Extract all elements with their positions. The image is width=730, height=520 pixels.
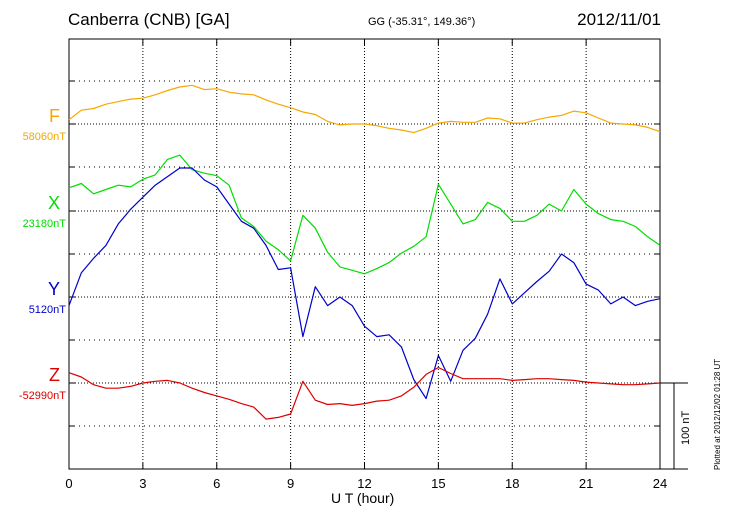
- x-tick-label: 15: [431, 476, 445, 491]
- component-label-z: Z: [49, 365, 60, 385]
- baseline-label-f: 58060nT: [22, 131, 66, 143]
- scale-bar-label: 100 nT: [680, 410, 692, 445]
- chart-date: 2012/11/01: [577, 10, 661, 29]
- series-line-z: [68, 366, 661, 420]
- series-line-x: [68, 154, 661, 275]
- x-tick-label: 21: [579, 476, 593, 491]
- x-tick-label: 9: [287, 476, 294, 491]
- series-line-f: [68, 84, 661, 134]
- grid: [69, 38, 660, 470]
- series-layer: [68, 84, 661, 420]
- component-label-f: F: [49, 106, 60, 126]
- station-coordinates: GG (-35.31°, 149.36°): [368, 16, 476, 28]
- x-tick-label: 0: [65, 476, 72, 491]
- x-axis-label: U T (hour): [331, 490, 395, 506]
- component-label-x: X: [47, 193, 60, 213]
- baseline-label-x: 23180nT: [22, 218, 66, 230]
- chart-title: Canberra (CNB) [GA]: [68, 10, 230, 29]
- x-tick-label: 6: [213, 476, 220, 491]
- x-tick-label: 18: [505, 476, 519, 491]
- x-tick-label: 3: [139, 476, 146, 491]
- x-axis: 0 3 6 9 12 15 18 21 24: [65, 39, 667, 491]
- plotted-timestamp: Plotted at 2012/12/02 01:28 UT: [713, 358, 722, 470]
- x-tick-label: 12: [357, 476, 371, 491]
- x-tick-label: 24: [653, 476, 667, 491]
- series-line-y: [68, 167, 661, 400]
- component-label-y: Y: [47, 279, 60, 299]
- baseline-label-z: -52990nT: [18, 390, 66, 402]
- baseline-label-y: 5120nT: [28, 304, 66, 316]
- scale-bar: [660, 382, 688, 470]
